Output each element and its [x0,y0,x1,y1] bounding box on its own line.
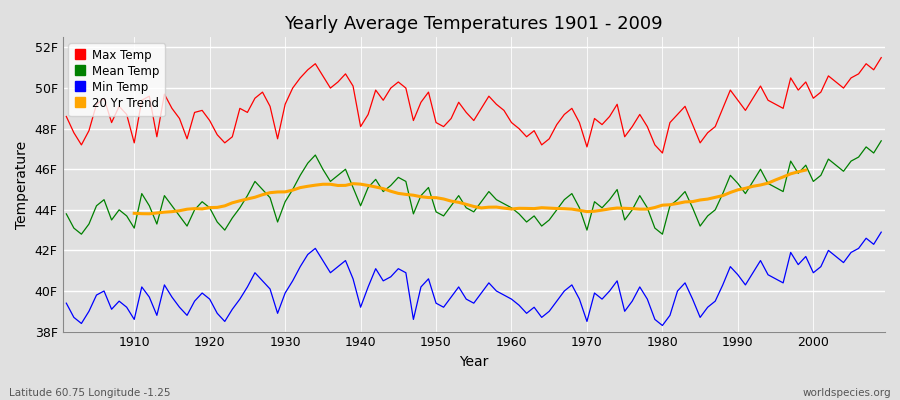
X-axis label: Year: Year [459,355,489,369]
Y-axis label: Temperature: Temperature [15,140,29,228]
Title: Yearly Average Temperatures 1901 - 2009: Yearly Average Temperatures 1901 - 2009 [284,15,663,33]
Legend: Max Temp, Mean Temp, Min Temp, 20 Yr Trend: Max Temp, Mean Temp, Min Temp, 20 Yr Tre… [68,43,166,116]
Text: Latitude 60.75 Longitude -1.25: Latitude 60.75 Longitude -1.25 [9,388,170,398]
Text: worldspecies.org: worldspecies.org [803,388,891,398]
